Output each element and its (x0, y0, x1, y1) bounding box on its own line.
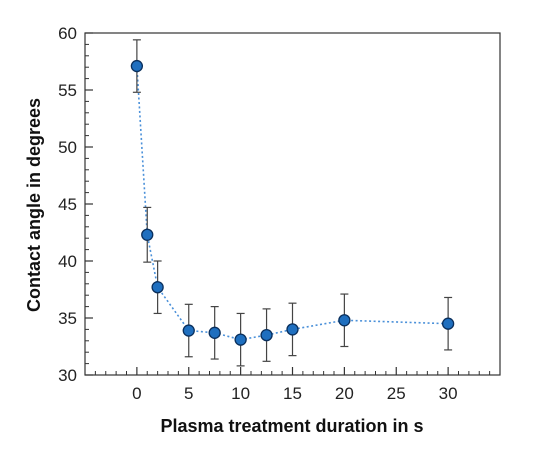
x-tick-label: 0 (132, 384, 141, 403)
y-tick-label: 45 (58, 195, 77, 214)
y-tick-label: 30 (58, 366, 77, 385)
x-tick-label: 25 (387, 384, 406, 403)
data-point (234, 333, 247, 346)
data-point (151, 281, 164, 294)
data-point (286, 323, 299, 336)
data-point (141, 228, 154, 241)
data-point (260, 328, 273, 342)
x-tick-label: 20 (335, 384, 354, 403)
axes: 0 5 10 15 20 25 30 30 35 40 45 50 55 60 (58, 24, 501, 403)
y-tick-label: 35 (58, 309, 77, 328)
x-tick-label: 10 (231, 384, 250, 403)
series-line (136, 66, 449, 341)
y-tick-label: 40 (58, 252, 77, 271)
y-tick-label: 60 (58, 24, 77, 43)
data-point (208, 326, 221, 339)
x-tick-label: 15 (283, 384, 302, 403)
data-series (130, 39, 455, 367)
data-point (441, 317, 455, 330)
y-axis-title: Contact angle in degrees (24, 98, 44, 312)
data-point (182, 324, 195, 337)
x-axis-title: Plasma treatment duration in s (160, 416, 423, 436)
data-point (338, 314, 351, 327)
y-tick-label: 50 (58, 138, 77, 157)
x-tick-label: 5 (184, 384, 193, 403)
x-tick-label: 30 (439, 384, 458, 403)
data-point (130, 59, 144, 73)
y-tick-label: 55 (58, 81, 77, 100)
